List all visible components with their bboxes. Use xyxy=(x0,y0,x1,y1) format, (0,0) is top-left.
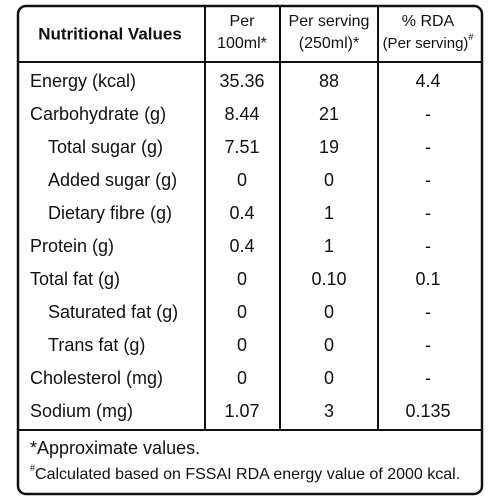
footer-note: *Approximate values. xyxy=(30,438,200,458)
nutrient-value: 0 xyxy=(237,302,247,322)
nutrient-value: 0 xyxy=(237,170,247,190)
nutrient-name: Carbohydrate (g) xyxy=(30,104,166,124)
nutrient-value: - xyxy=(425,236,431,256)
nutrient-value: - xyxy=(425,170,431,190)
nutrient-value: 0 xyxy=(237,269,247,289)
nutrient-value: 35.36 xyxy=(219,71,264,91)
nutrient-value: 1.07 xyxy=(224,401,259,421)
footer-note: #Calculated based on FSSAI RDA energy va… xyxy=(30,463,460,483)
table-border xyxy=(16,4,484,496)
nutrient-value: - xyxy=(425,335,431,355)
nutrient-value: 0 xyxy=(324,368,334,388)
nutrient-value: 0 xyxy=(324,302,334,322)
nutrient-value: 7.51 xyxy=(224,137,259,157)
nutrient-value: 0 xyxy=(324,170,334,190)
header-rda-mark: # xyxy=(468,32,473,42)
nutrient-value: 0 xyxy=(237,335,247,355)
nutrient-value: 0 xyxy=(237,368,247,388)
nutrient-value: 8.44 xyxy=(224,104,259,124)
nutrient-value: 88 xyxy=(319,71,339,91)
nutrient-value: - xyxy=(425,104,431,124)
nutrient-value: 21 xyxy=(319,104,339,124)
nutrient-name: Dietary fibre (g) xyxy=(48,203,172,223)
nutrient-value: 0 xyxy=(324,335,334,355)
nutrient-value: 3 xyxy=(324,401,334,421)
nutrient-value: - xyxy=(425,368,431,388)
nutrient-value: - xyxy=(425,137,431,157)
header-rda: % RDA xyxy=(402,13,455,30)
nutrient-name: Trans fat (g) xyxy=(48,335,145,355)
nutrient-name: Energy (kcal) xyxy=(30,71,136,91)
nutrient-value: 4.4 xyxy=(415,71,440,91)
nutrient-name: Protein (g) xyxy=(30,236,114,256)
footer-mark: # xyxy=(30,463,35,473)
nutrient-name: Sodium (mg) xyxy=(30,401,133,421)
header-per-100ml: 100ml* xyxy=(217,35,267,52)
nutrient-value: 0.10 xyxy=(311,269,346,289)
nutrient-value: 1 xyxy=(324,203,334,223)
header-per-100ml: Per xyxy=(230,13,256,30)
footer-text: Calculated based on FSSAI RDA energy val… xyxy=(35,466,460,483)
header-nutrient: Nutritional Values xyxy=(38,24,182,43)
nutrient-name: Total fat (g) xyxy=(30,269,120,289)
header-rda-text: (Per serving) xyxy=(383,35,469,52)
header-per-serving: (250ml)* xyxy=(299,35,359,52)
header-per-serving: Per serving xyxy=(289,13,370,30)
nutrient-value: - xyxy=(425,302,431,322)
nutrient-value: 19 xyxy=(319,137,339,157)
nutrient-name: Saturated fat (g) xyxy=(48,302,178,322)
nutrient-value: 0.135 xyxy=(405,401,450,421)
nutrient-name: Cholesterol (mg) xyxy=(30,368,163,388)
nutrient-name: Added sugar (g) xyxy=(48,170,177,190)
nutrient-name: Total sugar (g) xyxy=(48,137,163,157)
header-rda: (Per serving)# xyxy=(383,32,474,52)
nutrient-value: 1 xyxy=(324,236,334,256)
nutrient-value: 0.1 xyxy=(415,269,440,289)
nutrient-value: 0.4 xyxy=(229,203,254,223)
nutrient-value: - xyxy=(425,203,431,223)
nutrient-value: 0.4 xyxy=(229,236,254,256)
